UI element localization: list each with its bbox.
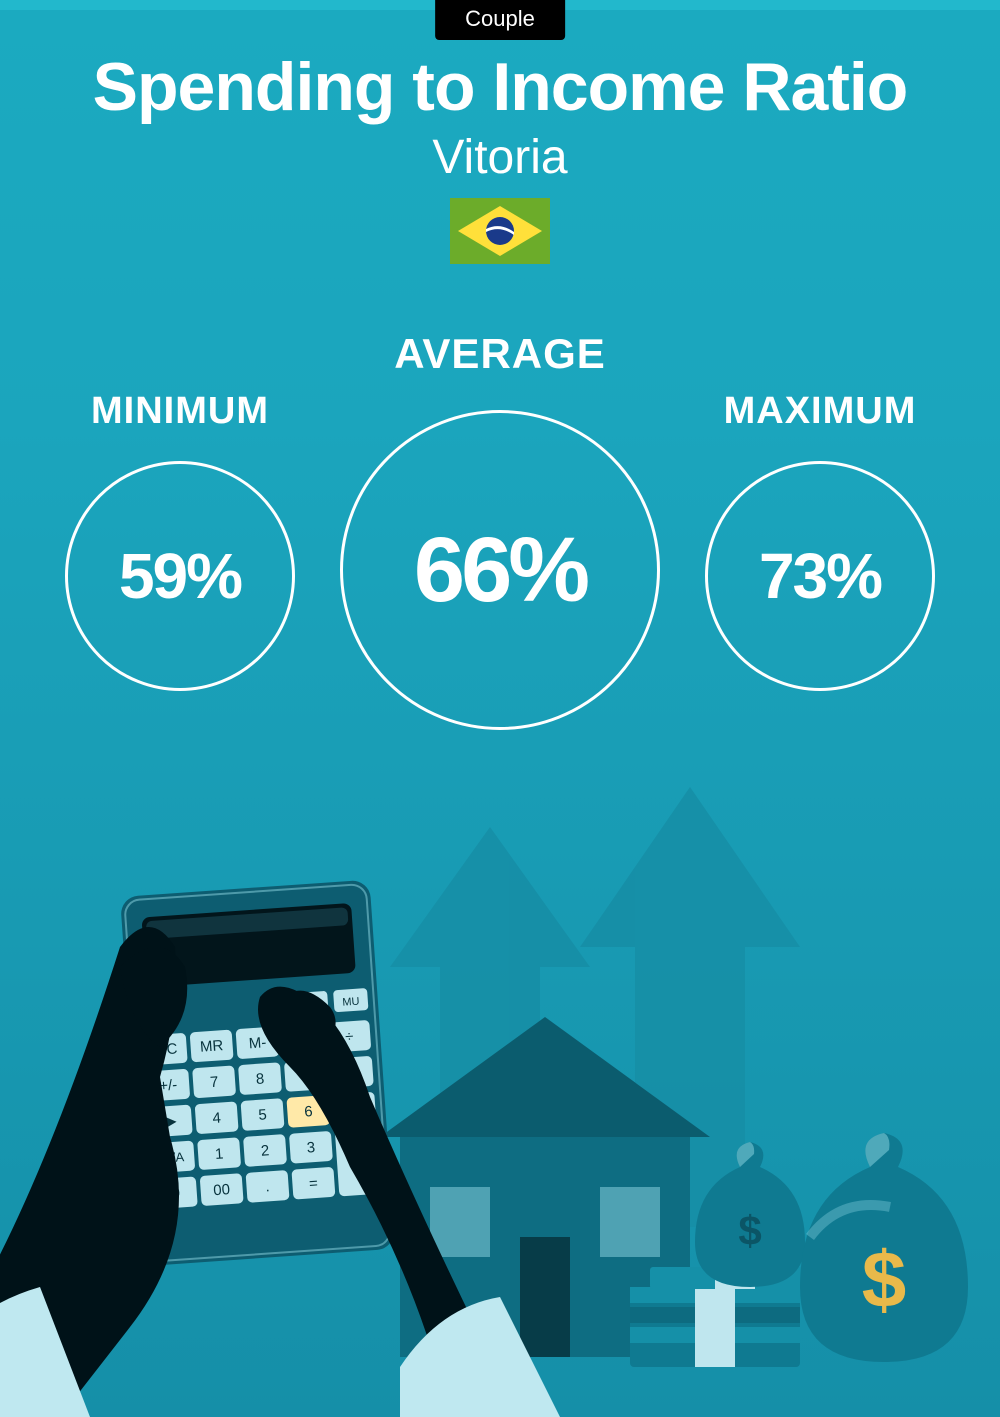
stat-maximum-value: 73% [759, 539, 881, 613]
svg-text:3: 3 [306, 1139, 316, 1157]
svg-text:$: $ [862, 1235, 907, 1324]
hands-icon [0, 927, 560, 1417]
svg-text:x: x [347, 1064, 356, 1082]
svg-text:0: 0 [171, 1185, 181, 1203]
stat-maximum-label: MAXIMUM [724, 390, 917, 433]
stat-minimum: MINIMUM 59% [30, 330, 330, 691]
up-arrows-icon [390, 787, 800, 1227]
stats-row: MINIMUM 59% AVERAGE 66% MAXIMUM 73% [0, 330, 1000, 730]
brazil-flag-icon [450, 198, 550, 264]
svg-text:▶: ▶ [164, 1113, 177, 1131]
stat-average-label: AVERAGE [394, 330, 606, 378]
svg-text:+/-: +/- [159, 1076, 178, 1094]
svg-text:MU: MU [342, 996, 360, 1009]
svg-text:2: 2 [260, 1142, 270, 1160]
svg-text:$: $ [738, 1207, 761, 1254]
svg-text:7: 7 [209, 1074, 219, 1092]
stat-minimum-circle: 59% [65, 461, 295, 691]
stat-maximum: MAXIMUM 73% [670, 330, 970, 691]
svg-text:÷: ÷ [345, 1028, 354, 1046]
svg-text:6: 6 [304, 1103, 314, 1121]
svg-text:-: - [351, 1100, 357, 1117]
svg-text:%: % [305, 997, 317, 1012]
category-badge: Couple [435, 0, 565, 40]
house-icon [380, 1017, 710, 1357]
svg-text:C/A: C/A [162, 1149, 185, 1165]
svg-text:+: + [353, 1156, 363, 1174]
category-badge-label: Couple [465, 6, 535, 31]
svg-text:M+: M+ [292, 1031, 315, 1049]
svg-text:00: 00 [213, 1181, 231, 1199]
page-title: Spending to Income Ratio [0, 48, 1000, 126]
cash-stack-icon [630, 1267, 820, 1367]
background-illustration: $ $ % MU MC MR M- M+ ÷ +/- 7 8 9 x [0, 767, 1000, 1417]
svg-text:=: = [309, 1175, 319, 1193]
svg-text:MR: MR [199, 1037, 224, 1056]
money-bag-small-icon: $ [695, 1142, 805, 1287]
stat-average: AVERAGE 66% [330, 330, 670, 730]
svg-text:5: 5 [258, 1106, 268, 1124]
calculator-icon: % MU MC MR M- M+ ÷ +/- 7 8 9 x ▶ 4 5 6 -… [120, 880, 395, 1267]
stat-minimum-label: MINIMUM [91, 390, 269, 433]
page-subtitle: Vitoria [0, 130, 1000, 185]
svg-text:MC: MC [154, 1040, 179, 1059]
stat-maximum-circle: 73% [705, 461, 935, 691]
svg-text:M-: M- [248, 1034, 267, 1052]
svg-text:.: . [265, 1178, 270, 1195]
svg-text:1: 1 [214, 1145, 224, 1163]
country-flag [450, 198, 550, 264]
stat-average-circle: 66% [340, 410, 660, 730]
stat-average-value: 66% [414, 518, 586, 623]
svg-text:4: 4 [212, 1110, 222, 1128]
money-bag-large-icon: $ [800, 1133, 968, 1362]
svg-text:9: 9 [301, 1067, 311, 1085]
stat-minimum-value: 59% [119, 539, 241, 613]
svg-text:8: 8 [255, 1070, 265, 1088]
